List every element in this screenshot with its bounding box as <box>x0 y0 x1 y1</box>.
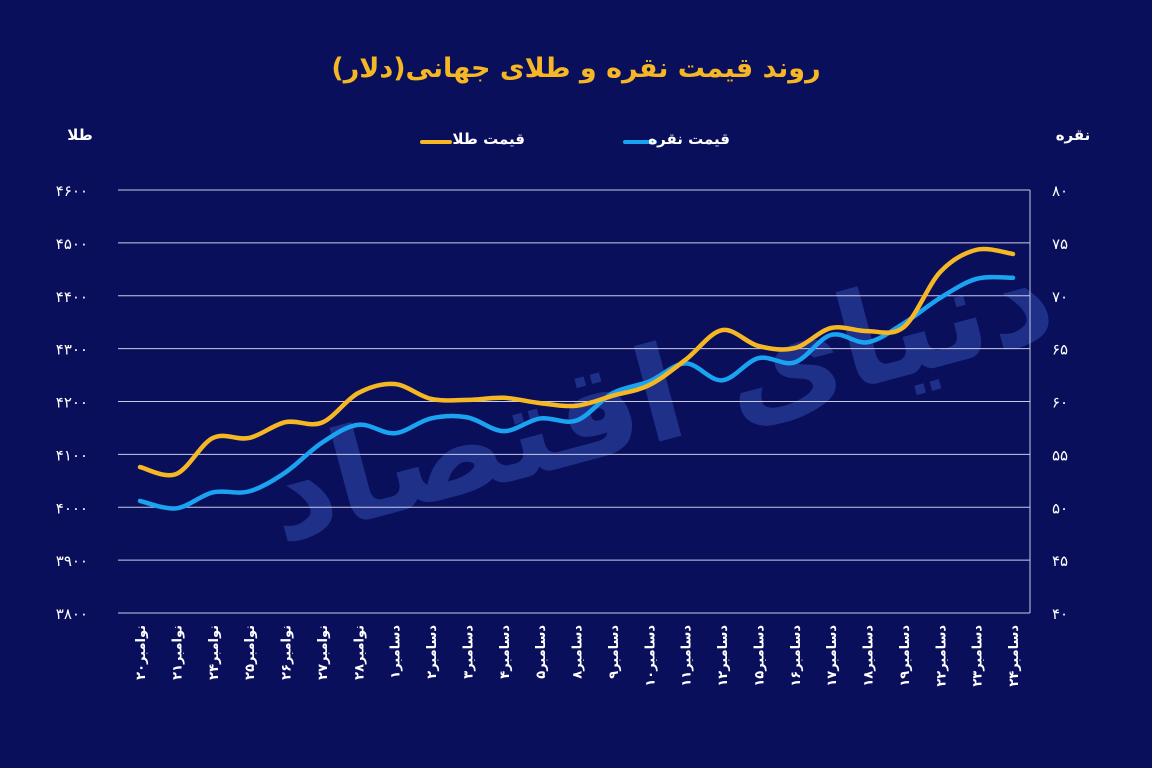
x-tick-label: ۲۷نوامبر <box>316 625 331 680</box>
left-tick-label: ۴۱۰۰ <box>56 446 88 464</box>
chart-title: روند قیمت نقره و طلای جهانی(دلار) <box>331 53 820 84</box>
x-tick-label: ۱۷دسامبر <box>825 625 840 687</box>
x-tick-label: ۱۶دسامبر <box>789 625 804 687</box>
silver-data-point <box>502 429 506 433</box>
x-tick-label: ۴دسامبر <box>498 625 513 679</box>
silver-data-point <box>866 340 869 344</box>
x-tick-label: ۲۶نوامبر <box>280 625 295 680</box>
silver-data-point <box>793 360 797 364</box>
x-tick-label: ۱۲دسامبر <box>716 625 731 687</box>
x-tick-label: ۲۴نوامبر <box>207 625 222 680</box>
x-tick-label: ۲۲دسامبر <box>934 625 949 687</box>
silver-data-point <box>1011 276 1015 280</box>
x-tick-label: ۱۹دسامبر <box>898 625 913 687</box>
x-tick-label: ۱دسامبر <box>389 625 404 679</box>
gold-data-point <box>174 472 178 476</box>
silver-data-point <box>938 296 942 300</box>
left-tick-label: ۴۰۰۰ <box>56 499 88 517</box>
gold-data-point <box>611 394 615 398</box>
right-tick-label: ۸۰ <box>1052 182 1068 200</box>
silver-data-point <box>393 431 397 435</box>
left-tick-label: ۴۵۰۰ <box>56 235 88 253</box>
left-tick-label: ۴۳۰۰ <box>56 341 88 359</box>
gold-data-point <box>247 436 251 440</box>
silver-data-point <box>829 333 833 337</box>
x-tick-label: ۱۰دسامبر <box>643 625 658 687</box>
silver-data-point <box>975 277 979 281</box>
gold-data-point <box>575 404 578 408</box>
gold-data-point <box>211 436 215 440</box>
gold-data-point <box>1011 252 1015 256</box>
watermark: دنیای اقتصاد <box>249 217 1069 573</box>
left-tick-label: ۳۸۰۰ <box>56 605 88 623</box>
left-tick-label: ۴۶۰۰ <box>56 182 88 200</box>
x-tick-label: ۸دسامبر <box>571 625 586 679</box>
gold-data-point <box>756 344 760 348</box>
silver-data-point <box>756 356 760 360</box>
right-tick-label: ۶۵ <box>1052 341 1068 359</box>
x-tick-label: ۱۵دسامبر <box>752 625 767 687</box>
gold-data-point <box>684 358 688 362</box>
silver-data-point <box>211 490 215 494</box>
gold-data-point <box>902 325 906 329</box>
right-tick-label: ۴۰ <box>1052 605 1068 623</box>
gold-data-point <box>647 383 651 387</box>
x-tick-label: ۲۳دسامبر <box>971 625 986 687</box>
silver-data-point <box>174 506 178 510</box>
silver-data-point <box>429 416 433 420</box>
silver-data-point <box>465 415 469 419</box>
x-tick-label: ۲۸نوامبر <box>352 625 367 680</box>
x-tick-label: ۲۵نوامبر <box>243 625 258 680</box>
gold-data-point <box>538 401 542 405</box>
silver-data-point <box>320 441 324 445</box>
right-tick-label: ۵۰ <box>1052 499 1068 517</box>
legend-label-silver: قیمت نقره <box>648 130 730 148</box>
silver-data-point <box>538 416 542 420</box>
gold-data-point <box>502 396 506 400</box>
gold-data-point <box>138 465 142 469</box>
left-axis-label: طلا <box>67 126 93 144</box>
gold-data-point <box>975 248 979 252</box>
silver-data-point <box>284 470 287 474</box>
x-tick-label: ۲۴دسامبر <box>1007 625 1022 687</box>
gold-data-point <box>356 391 360 395</box>
gold-data-point <box>829 326 833 330</box>
x-tick-label: ۱۸دسامبر <box>862 625 877 687</box>
gold-data-point <box>465 398 469 402</box>
x-tick-label: ۲۰نوامبر <box>134 625 149 680</box>
x-tick-label: ۹دسامبر <box>607 625 622 679</box>
silver-data-point <box>647 379 651 383</box>
right-tick-label: ۶۰ <box>1052 394 1068 412</box>
silver-data-point <box>575 419 578 423</box>
silver-data-point <box>720 378 724 382</box>
x-tick-label: ۲۱نوامبر <box>170 625 185 680</box>
right-tick-label: ۷۰ <box>1052 288 1068 306</box>
gold-data-point <box>866 329 869 333</box>
silver-data-point <box>138 499 142 503</box>
gold-data-point <box>284 420 287 424</box>
left-tick-label: ۴۲۰۰ <box>56 394 88 412</box>
gold-data-point <box>793 346 797 350</box>
right-axis-label: نقره <box>1056 126 1091 144</box>
x-tick-label: ۱۱دسامبر <box>680 625 695 687</box>
legend-label-gold: قیمت طلا <box>452 130 525 148</box>
left-tick-label: ۴۴۰۰ <box>56 288 88 306</box>
x-tick-label: ۵دسامبر <box>534 625 549 679</box>
right-tick-label: ۷۵ <box>1052 235 1068 253</box>
x-tick-label: ۳دسامبر <box>461 625 476 679</box>
x-tick-label: ۲دسامبر <box>425 625 440 679</box>
legend: قیمت طلا قیمت نقره <box>420 130 730 148</box>
silver-data-point <box>247 489 251 493</box>
silver-data-point <box>356 423 360 427</box>
gold-data-point <box>720 328 724 332</box>
right-tick-label: ۵۵ <box>1052 446 1068 464</box>
gold-data-point <box>429 397 433 401</box>
gold-data-point <box>393 382 397 386</box>
gold-data-point <box>938 270 942 274</box>
right-tick-label: ۴۵ <box>1052 552 1068 570</box>
left-tick-label: ۳۹۰۰ <box>56 552 88 570</box>
gold-data-point <box>320 421 324 425</box>
